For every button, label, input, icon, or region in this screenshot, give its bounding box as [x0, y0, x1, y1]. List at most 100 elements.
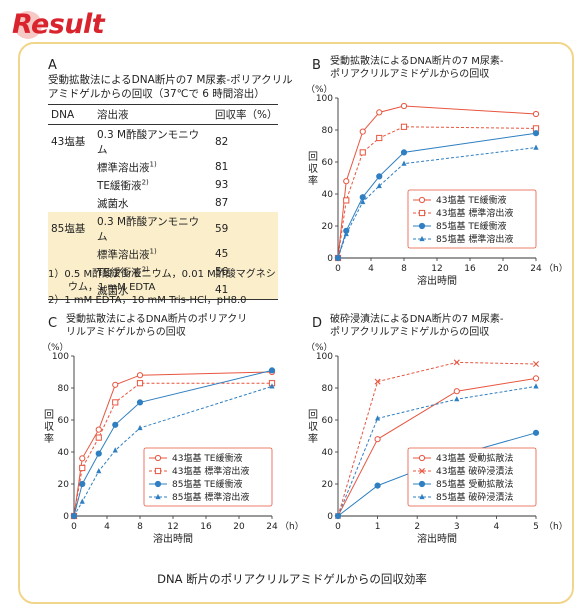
- chart-title-line: 受動拡散法によるDNA断片のポリアクリ: [66, 312, 247, 325]
- table-row: 滅菌水 41: [48, 281, 278, 300]
- footnote-ref: 2): [141, 265, 149, 273]
- legend-entry: 43塩基 標準溶出液: [172, 465, 249, 477]
- panel-b-label: B: [312, 58, 321, 73]
- data-point: [359, 149, 366, 156]
- y-label-char: 回: [44, 409, 54, 421]
- chart-title-line: ポリアクリルアミドゲルからの回収: [330, 326, 489, 338]
- y-tick-label: 20: [322, 222, 334, 232]
- cell-recovery: 93: [215, 179, 229, 191]
- data-point: [376, 109, 383, 116]
- x-unit: （h）: [544, 521, 568, 532]
- data-point: [137, 424, 143, 431]
- legend-swatch-marker: [155, 493, 161, 500]
- legend-entry: 43塩基 標準溶出液: [436, 207, 513, 219]
- table-row: 滅菌水 87: [48, 194, 278, 212]
- footnote-2: 2）1 mM EDTA，10 mM Tris-HCl，pH8.0: [48, 295, 247, 306]
- cell-dna: [48, 263, 94, 281]
- data-point: [79, 480, 86, 488]
- y-tick-label: 20: [58, 480, 70, 490]
- panel-c-label: C: [48, 316, 58, 331]
- footnote-ref: 1): [149, 160, 157, 168]
- cell-buffer-text: 0.3 M酢酸アンモニウム: [97, 215, 200, 243]
- data-point: [376, 173, 383, 180]
- panel-a-label: A: [48, 58, 57, 73]
- cell-buffer: 滅菌水: [94, 281, 212, 300]
- x-axis-label: 溶出時間: [417, 532, 457, 545]
- col-buffer: 溶出液: [94, 104, 212, 125]
- x-tick-label: 8: [137, 522, 143, 532]
- legend-box: [407, 447, 537, 507]
- data-point: [454, 396, 460, 402]
- cell-dna: 85塩基: [48, 212, 94, 245]
- cell-buffer: 標準溶出液1): [94, 158, 212, 176]
- legend-swatch-marker: [419, 235, 425, 242]
- x-axis-label: 溶出時間: [417, 274, 457, 287]
- legend-entry: 85塩基 TE緩衝液: [172, 478, 243, 490]
- y-tick-label: 80: [322, 384, 334, 394]
- table-header-row: DNA 溶出液 回収率（%）: [48, 104, 278, 125]
- data-point: [112, 421, 119, 428]
- legend-box: [143, 447, 273, 507]
- series-line: [337, 385, 537, 517]
- data-point: [343, 230, 349, 237]
- data-point: [359, 128, 366, 135]
- y-tick-label: 40: [322, 190, 334, 200]
- data-point: [79, 498, 85, 504]
- cell-buffer-text: 滅菌水: [97, 197, 129, 210]
- chart-title-line: 受動拡散法によるDNA断片の7 M尿素-: [330, 54, 504, 67]
- data-point: [374, 482, 381, 489]
- series-4: [71, 383, 275, 519]
- cell-dna: 43塩基: [51, 136, 86, 148]
- x-tick-label: 4: [104, 522, 110, 532]
- table-row: 43塩基 0.3 M酢酸アンモニウム 82: [48, 125, 278, 159]
- data-point: [79, 464, 86, 472]
- legend-swatch-marker: [418, 454, 426, 462]
- legend-entry: 43塩基 TE緩衝液: [172, 452, 243, 464]
- table-row: TE緩衝液2) 56: [48, 263, 278, 281]
- table-row: 85塩基 0.3 M酢酸アンモニウム 59: [48, 212, 278, 245]
- legend-entry: 85塩基 標準溶出液: [436, 233, 513, 245]
- cell-recovery: 82: [215, 135, 229, 148]
- x-tick-label: 16: [464, 264, 476, 274]
- cell-dna: [48, 194, 94, 212]
- data-point: [375, 415, 381, 421]
- legend-swatch-marker: [419, 468, 425, 474]
- y-tick-label: 60: [58, 416, 70, 426]
- data-point: [532, 375, 540, 382]
- x-tick-label: 24: [266, 522, 278, 532]
- data-point: [453, 359, 460, 366]
- x-axis-label: 溶出時間: [153, 532, 193, 545]
- cell-recovery: 59: [212, 212, 278, 245]
- series-2: [335, 359, 539, 519]
- data-point: [532, 110, 540, 118]
- data-point: [400, 123, 408, 130]
- legend-swatch-marker: [419, 493, 425, 500]
- footnote-1a: 1）0.5 M酢酸アンモニウム，0.01 M酢酸マグネシ: [48, 269, 276, 280]
- data-point: [532, 429, 540, 436]
- data-point: [335, 254, 341, 261]
- legend-swatch-marker: [418, 196, 426, 204]
- series-line: [73, 382, 272, 517]
- x-tick-label: 4: [368, 264, 374, 274]
- col-dna: DNA: [48, 104, 94, 125]
- series-line: [337, 147, 537, 259]
- x-tick-label: 0: [335, 264, 341, 274]
- legend-swatch-marker: [154, 467, 162, 475]
- y-tick-label: 40: [58, 448, 70, 458]
- cell-recovery: 45: [212, 245, 278, 263]
- data-point: [136, 380, 144, 387]
- data-point: [95, 450, 102, 457]
- y-unit: （%）: [306, 342, 333, 353]
- y-tick-label: 80: [58, 384, 70, 394]
- data-point: [96, 468, 102, 474]
- y-tick-label: 20: [322, 480, 334, 490]
- data-point: [401, 160, 407, 166]
- data-point: [71, 512, 77, 519]
- cell-buffer: 標準溶出液1): [94, 245, 212, 263]
- cell-recovery: 56: [212, 263, 278, 281]
- x-tick-label: 2: [414, 522, 420, 532]
- legend-entry: 43塩基 TE緩衝液: [436, 194, 507, 206]
- series-line: [73, 369, 273, 517]
- y-tick-label: 100: [316, 94, 333, 104]
- footnote-ref: 2): [141, 178, 149, 186]
